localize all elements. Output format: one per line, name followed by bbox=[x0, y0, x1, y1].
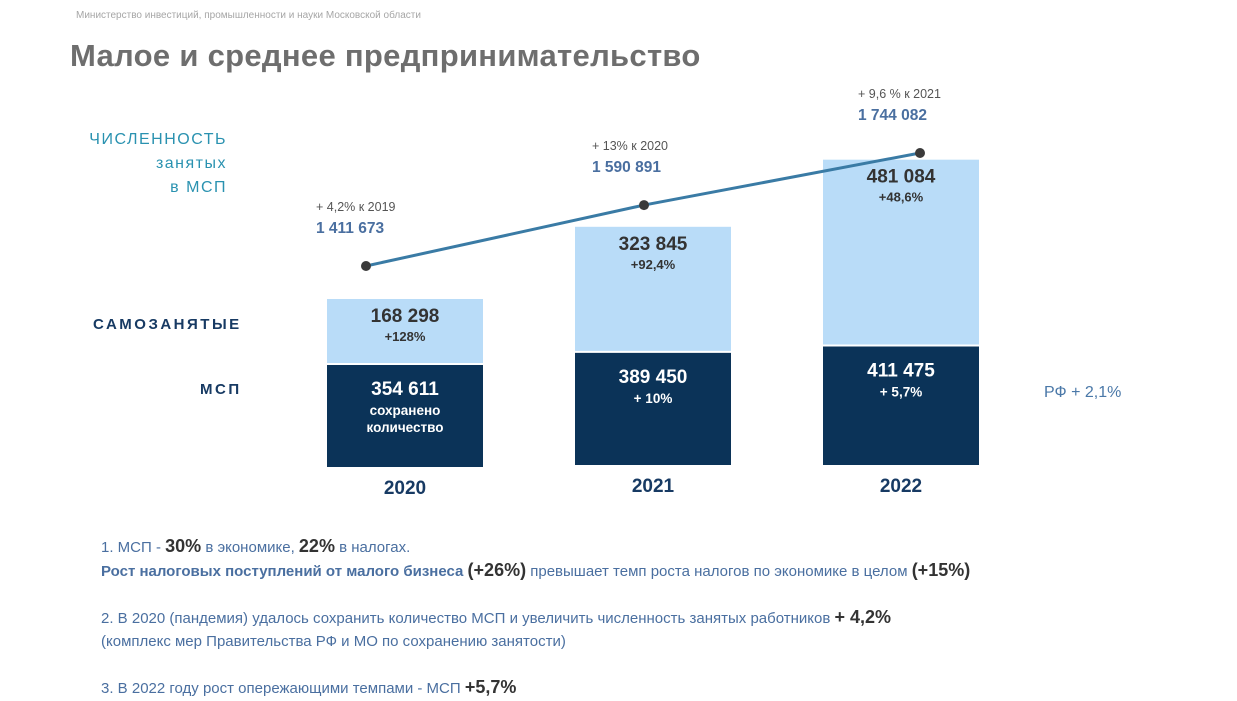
employment-label-line3: в МСП bbox=[170, 179, 227, 196]
note-3-text: 3. В 2022 году рост опережающими темпами… bbox=[101, 680, 465, 697]
employment-growth-2021: + 13% к 2020 bbox=[592, 139, 668, 153]
self-employed-value-2021: 323 845 bbox=[619, 234, 688, 255]
employment-label-line2: занятых bbox=[155, 155, 227, 172]
msp-bar-2022 bbox=[823, 345, 979, 465]
self-employed-growth-2022: +48,6% bbox=[879, 190, 924, 205]
msp-label: МСП bbox=[200, 381, 242, 398]
note-2-text: 2. В 2020 (пандемия) удалось сохранить к… bbox=[101, 610, 835, 627]
employment-value-2021: 1 590 891 bbox=[592, 159, 661, 176]
year-label-2020: 2020 bbox=[384, 478, 426, 499]
year-label-2021: 2021 bbox=[632, 476, 675, 497]
note-1-text-e: в налогах. bbox=[334, 539, 411, 556]
employment-point-2020 bbox=[361, 261, 371, 271]
self-employed-growth-2021: +92,4% bbox=[631, 257, 676, 272]
page-title: Малое и среднее предпринимательство bbox=[70, 38, 701, 73]
note-1-text-a: 1. МСП - bbox=[101, 539, 166, 556]
note-3: 3. В 2022 году рост опережающими темпами… bbox=[101, 676, 1161, 700]
employment-label: ЧИСЛЕННОСТЬ занятых в МСП bbox=[89, 128, 227, 200]
msp-value-2020: 354 611 bbox=[371, 379, 439, 400]
rf-growth-note: РФ + 2,1% bbox=[1044, 384, 1122, 401]
self-employed-growth-2020: +128% bbox=[385, 329, 426, 344]
note-1-second-line: Рост налоговых поступлений от малого биз… bbox=[101, 559, 1161, 583]
msp-bar-2021 bbox=[575, 351, 731, 465]
self-employed-bar-2022 bbox=[823, 159, 979, 346]
msp-growth-2021: + 10% bbox=[634, 391, 673, 406]
msp-growth-2022: + 5,7% bbox=[880, 384, 922, 399]
msp-chart: 168 298 +128% 354 611 сохранено количество 20… bbox=[316, 87, 979, 499]
employment-growth-2022: + 9,6 % к 2021 bbox=[858, 87, 941, 101]
note-1-value-economy: 30% bbox=[165, 536, 202, 556]
note-2-comment: (комплекс мер Правительства РФ и МО по с… bbox=[101, 633, 566, 650]
employment-growth-2020: + 4,2% к 2019 bbox=[316, 200, 396, 214]
notes-block: 1. МСП - 30% в экономике, 22% в налогах.… bbox=[101, 535, 1161, 700]
employment-label-line1: ЧИСЛЕННОСТЬ bbox=[89, 131, 227, 148]
note-1-value-taxes: 22% bbox=[298, 536, 335, 556]
self-employed-value-2022: 481 084 bbox=[867, 167, 936, 188]
self-employed-label: САМОЗАНЯТЫЕ bbox=[93, 316, 242, 333]
msp-growth-2020: сохранено bbox=[370, 403, 441, 418]
self-employed-bar-2020 bbox=[327, 299, 483, 364]
employment-value-2022: 1 744 082 bbox=[858, 107, 927, 124]
msp-growth-2020: количество bbox=[366, 420, 443, 435]
note-2: 2. В 2020 (пандемия) удалось сохранить к… bbox=[101, 606, 1161, 630]
employment-point-2022 bbox=[915, 148, 925, 158]
msp-value-2021: 389 450 bbox=[619, 367, 688, 388]
year-label-2022: 2022 bbox=[880, 476, 922, 497]
note-1-economy-growth-value: (+15%) bbox=[911, 560, 971, 580]
note-1-tax-growth-value: (+26%) bbox=[467, 560, 527, 580]
note-1-text-c: в экономике, bbox=[201, 539, 299, 556]
msp-bar-2020 bbox=[327, 364, 483, 467]
note-1: 1. МСП - 30% в экономике, 22% в налогах. bbox=[101, 535, 1161, 559]
employment-point-2021 bbox=[639, 200, 649, 211]
ministry-caption: Министерство инвестиций, промышленности … bbox=[76, 10, 421, 21]
note-1-text-h: превышает темп роста налогов по экономик… bbox=[526, 563, 912, 580]
self-employed-bar-2021 bbox=[575, 226, 731, 352]
note-3-value: +5,7% bbox=[464, 677, 517, 697]
self-employed-value-2020: 168 298 bbox=[371, 306, 440, 327]
msp-value-2022: 411 475 bbox=[867, 360, 935, 381]
note-2-second-line: (комплекс мер Правительства РФ и МО по с… bbox=[101, 630, 1161, 653]
note-1-tax-growth-text: Рост налоговых поступлений от малого биз… bbox=[101, 563, 468, 580]
note-2-value: + 4,2% bbox=[834, 607, 892, 627]
employment-value-2020: 1 411 673 bbox=[316, 220, 384, 237]
